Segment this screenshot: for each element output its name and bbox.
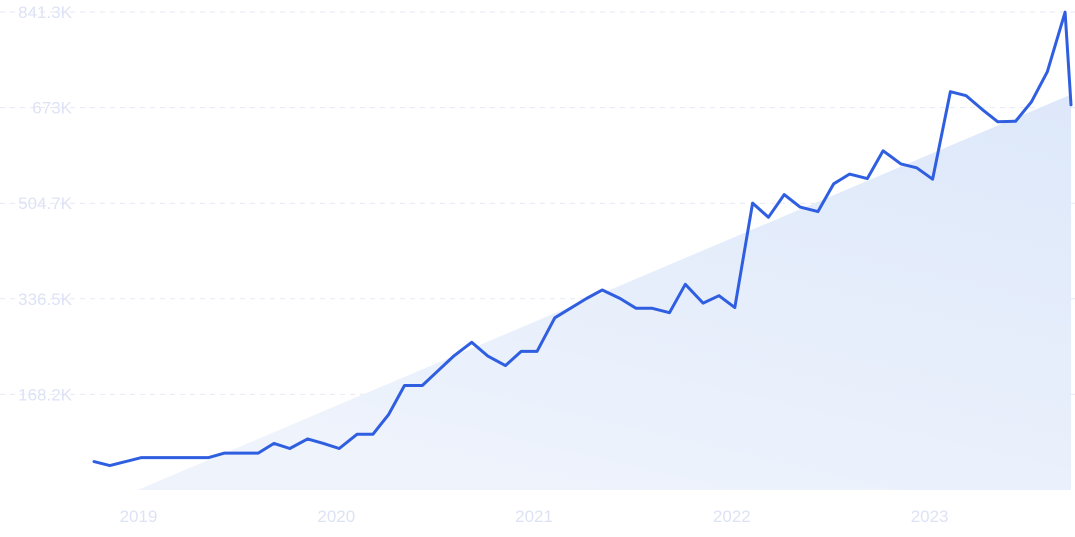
data-point[interactable] (399, 380, 411, 392)
data-point[interactable] (432, 365, 444, 377)
data-point[interactable] (499, 360, 511, 372)
trend-area (137, 94, 1071, 490)
data-point[interactable] (844, 168, 856, 180)
data-point[interactable] (1025, 96, 1037, 108)
x-tick-label: 2020 (317, 507, 355, 526)
data-point[interactable] (664, 307, 676, 319)
data-point[interactable] (1059, 6, 1071, 18)
data-point[interactable] (88, 456, 100, 468)
data-point[interactable] (747, 197, 759, 209)
data-point[interactable] (697, 297, 709, 309)
data-point[interactable] (812, 206, 824, 218)
data-point[interactable] (351, 428, 363, 440)
x-tick-label: 2019 (120, 507, 158, 526)
data-point[interactable] (104, 460, 116, 472)
data-point[interactable] (861, 173, 873, 185)
data-point[interactable] (268, 437, 280, 449)
data-point[interactable] (219, 447, 231, 459)
data-point[interactable] (960, 90, 972, 102)
data-point[interactable] (333, 443, 345, 455)
data-point[interactable] (794, 201, 806, 213)
data-point[interactable] (252, 447, 264, 459)
data-point[interactable] (713, 290, 725, 302)
data-point[interactable] (679, 278, 691, 290)
y-tick-label: 841.3K (18, 3, 73, 22)
x-tick-label: 2023 (911, 507, 949, 526)
data-point[interactable] (944, 86, 956, 98)
data-point[interactable] (581, 293, 593, 305)
data-point[interactable] (992, 116, 1004, 128)
data-point[interactable] (911, 162, 923, 174)
data-point[interactable] (185, 452, 197, 464)
data-point[interactable] (778, 189, 790, 201)
data-point[interactable] (236, 447, 248, 459)
series-layer (88, 6, 1073, 472)
data-point[interactable] (169, 452, 181, 464)
data-point[interactable] (596, 284, 608, 296)
data-point[interactable] (927, 173, 939, 185)
data-point[interactable] (549, 312, 561, 324)
y-tick-label: 504.7K (18, 194, 73, 213)
data-point[interactable] (895, 158, 907, 170)
data-point[interactable] (565, 302, 577, 314)
data-point[interactable] (1010, 115, 1022, 127)
data-point[interactable] (482, 350, 494, 362)
series-line (92, 10, 1073, 468)
data-point[interactable] (630, 302, 642, 314)
data-point[interactable] (383, 408, 395, 420)
data-point[interactable] (531, 345, 543, 357)
data-point[interactable] (877, 145, 889, 157)
data-point[interactable] (416, 380, 428, 392)
data-point[interactable] (729, 302, 741, 314)
x-tick-label: 2021 (515, 507, 553, 526)
trend-area-layer (137, 94, 1071, 490)
data-point[interactable] (317, 437, 329, 449)
data-point[interactable] (614, 293, 626, 305)
data-point[interactable] (1041, 66, 1053, 78)
y-tick-label: 336.5K (18, 290, 73, 309)
data-point[interactable] (646, 302, 658, 314)
data-point[interactable] (762, 211, 774, 223)
data-point[interactable] (284, 443, 296, 455)
data-point[interactable] (203, 452, 215, 464)
y-tick-label: 673K (32, 99, 72, 118)
y-axis: 168.2K 336.5K 504.7K 673K 841.3K (18, 3, 73, 404)
x-tick-label: 2022 (713, 507, 751, 526)
data-point[interactable] (367, 428, 379, 440)
data-point[interactable] (466, 336, 478, 348)
data-point[interactable] (153, 452, 165, 464)
data-point[interactable] (302, 433, 314, 445)
data-point[interactable] (976, 103, 988, 115)
data-point[interactable] (136, 452, 148, 464)
data-point[interactable] (828, 178, 840, 190)
x-axis: 2019 2020 2021 2022 2023 (120, 507, 949, 526)
data-point[interactable] (448, 350, 460, 362)
y-tick-label: 168.2K (18, 385, 73, 404)
data-point[interactable] (515, 345, 527, 357)
data-point[interactable] (120, 456, 132, 468)
